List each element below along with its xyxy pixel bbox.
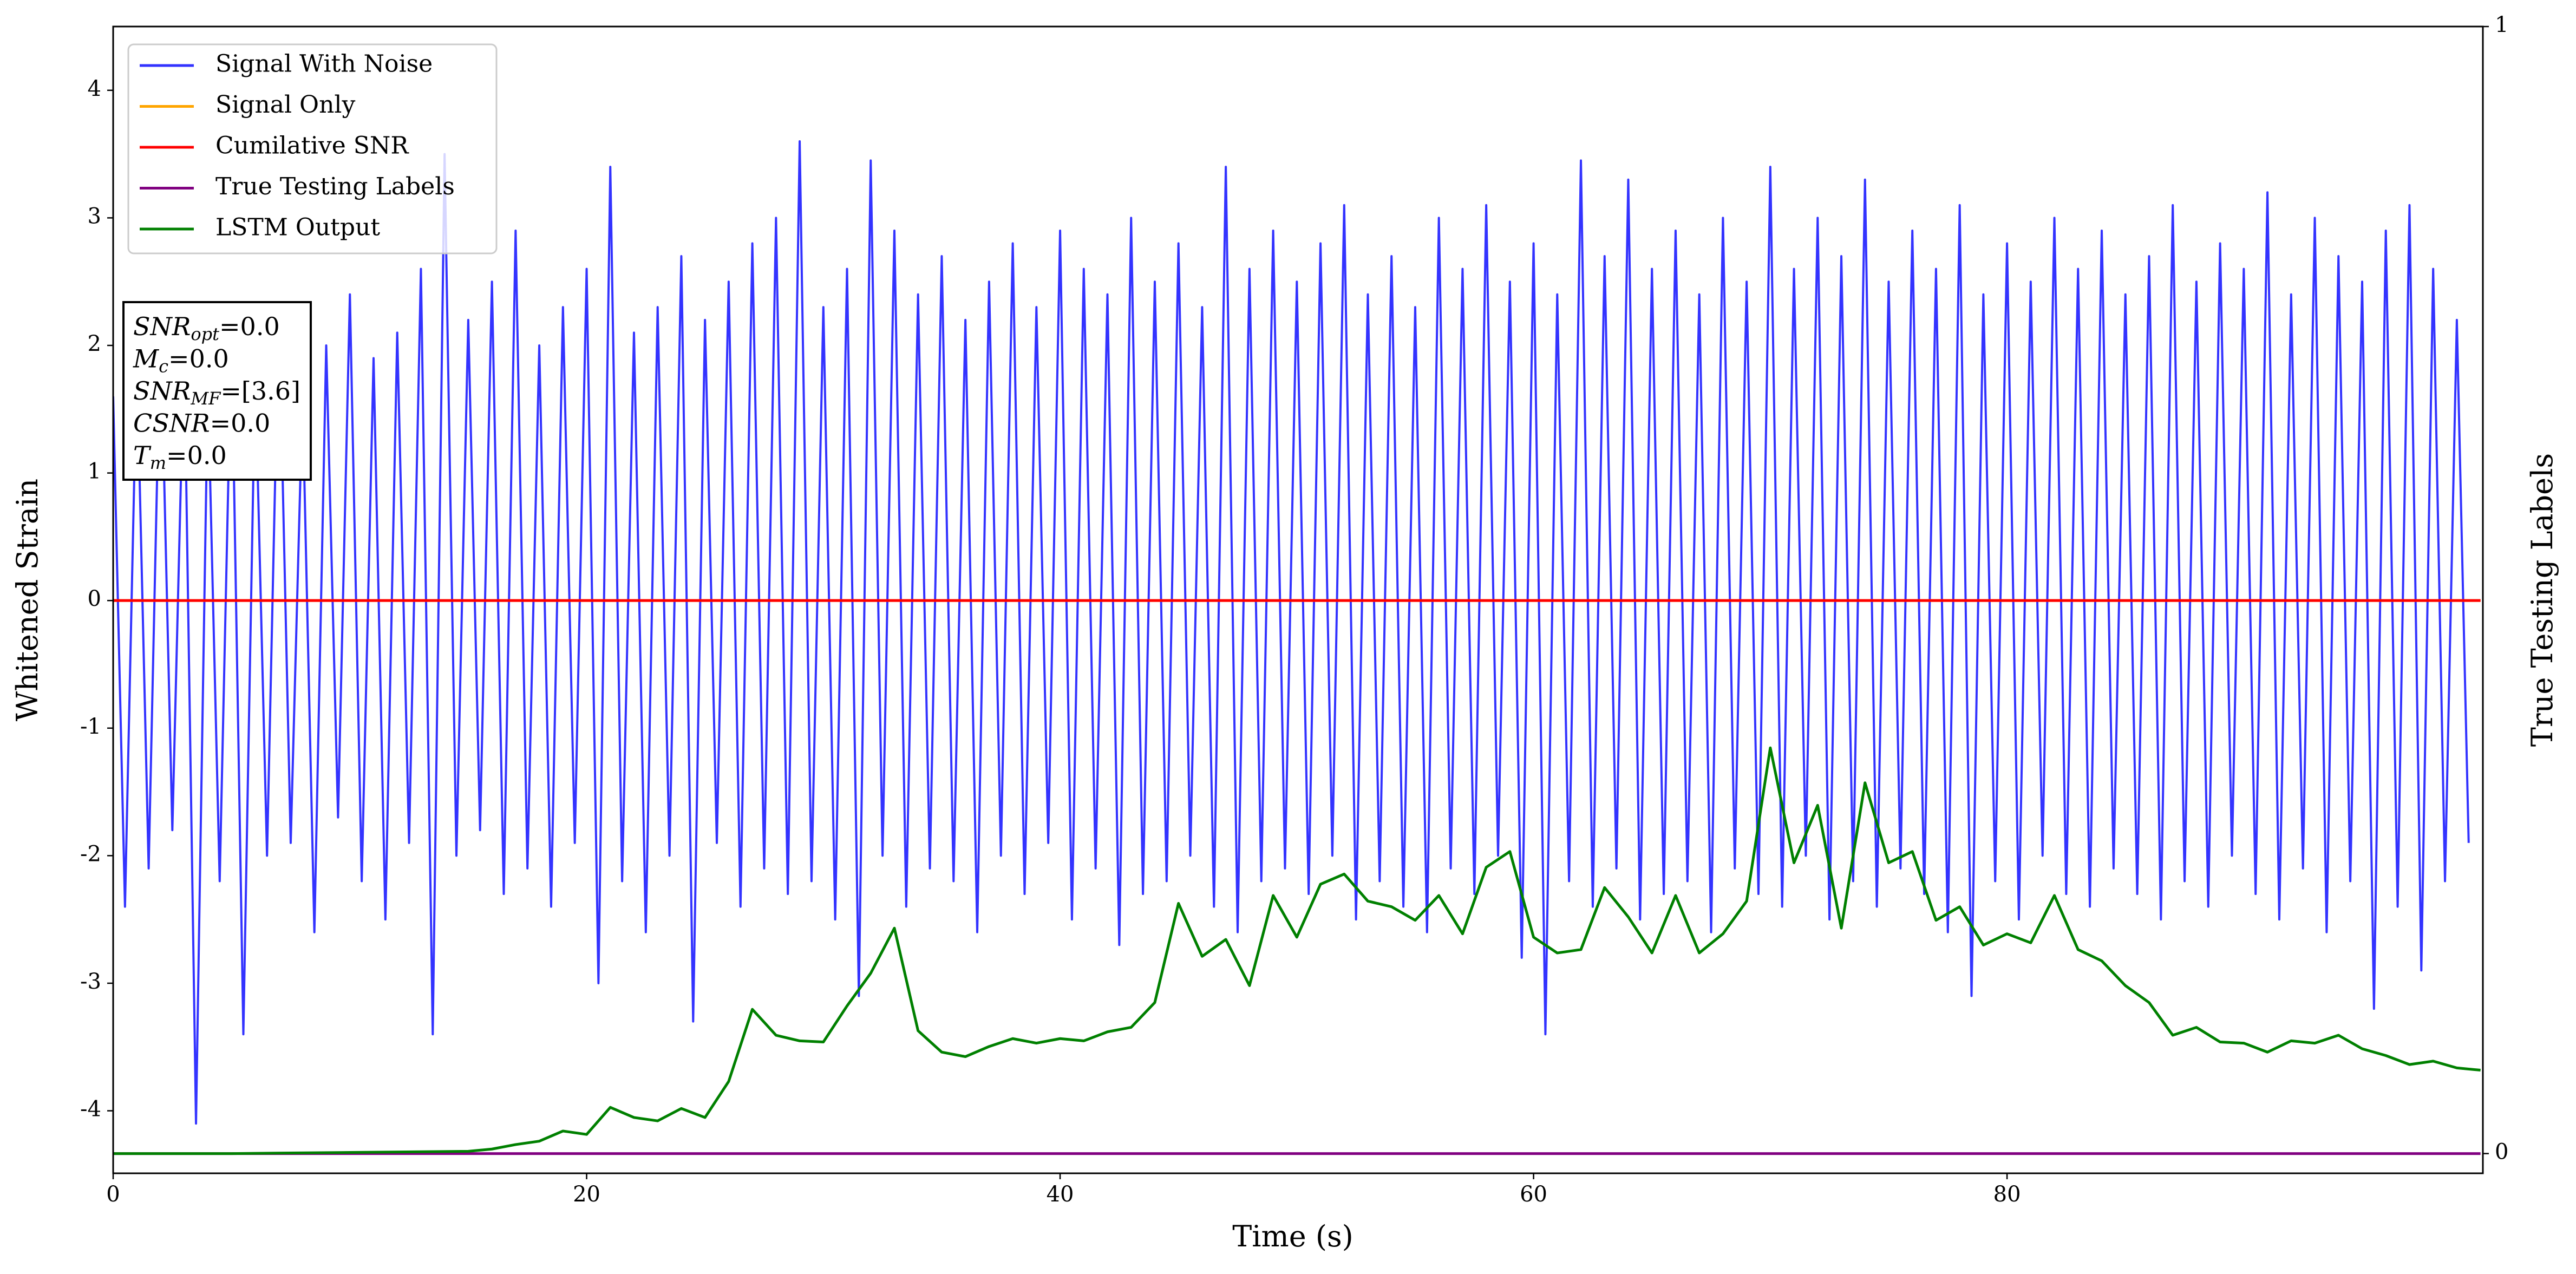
annotation-symbol: M <box>133 344 160 374</box>
annotation-symbol: SNR <box>133 312 191 341</box>
x-tick-label: 60 <box>1520 1182 1547 1207</box>
y2-tick-label: 0 <box>2495 1140 2508 1165</box>
annotation-line: Mc=0.0 <box>133 344 229 377</box>
y-tick-label: -2 <box>80 841 101 866</box>
annotation-value: =0.0 <box>219 312 280 341</box>
annotation-line: SNRMF=[3.6] <box>133 376 300 409</box>
x-axis-label: Time (s) <box>1232 1219 1353 1253</box>
annotation-value: =0.0 <box>210 409 271 438</box>
y-tick-label: 4 <box>88 76 101 101</box>
x-tick-label: 40 <box>1047 1182 1074 1207</box>
annotation: SNRopt=0.0Mc=0.0SNRMF=[3.6]CSNR=0.0Tm=0.… <box>122 301 312 481</box>
y-tick-label: -4 <box>80 1097 101 1122</box>
legend: Signal With Noise Signal Only Cumilative S… <box>127 43 498 254</box>
annotation-symbol: CSNR <box>133 409 210 438</box>
legend-label: Signal Only <box>215 91 355 119</box>
annotation-line: SNRopt=0.0 <box>133 312 280 344</box>
annotation-value: =0.0 <box>166 441 227 470</box>
annotation-value: =[3.6] <box>220 376 300 406</box>
annotation-subscript: opt <box>191 324 219 344</box>
annotation-subscript: m <box>150 453 166 473</box>
x-tick-label: 0 <box>106 1182 120 1207</box>
annotation-symbol: SNR <box>133 376 191 406</box>
y-axis-label: Whitened Strain <box>10 479 44 721</box>
legend-label: Cumilative SNR <box>215 132 409 160</box>
legend-label: True Testing Labels <box>215 173 455 200</box>
legend-label: LSTM Output <box>215 214 380 241</box>
annotation-value: =0.0 <box>168 344 229 374</box>
x-tick-label: 20 <box>573 1182 600 1207</box>
y-tick-label: -1 <box>80 714 101 739</box>
y-tick-label: 1 <box>88 459 101 484</box>
annotation-box <box>122 301 312 481</box>
x-tick-label: 80 <box>1993 1182 2021 1207</box>
legend-label: Signal With Noise <box>215 50 433 78</box>
y2-tick-label: 1 <box>2495 12 2508 37</box>
annotation-line: Tm=0.0 <box>133 441 227 473</box>
y2-axis-label: True Testing Labels <box>2525 453 2559 747</box>
annotation-line: CSNR=0.0 <box>133 409 270 438</box>
annotation-symbol: T <box>133 441 152 470</box>
y-tick-label: 3 <box>88 204 101 228</box>
y-tick-label: -3 <box>80 969 101 994</box>
series-line <box>113 140 2470 1125</box>
y-tick-label: 0 <box>88 586 101 611</box>
annotation-subscript: MF <box>190 388 221 409</box>
series-line <box>113 746 2481 1155</box>
annotation-subscript: c <box>159 356 168 376</box>
legend-box <box>127 43 498 254</box>
y-tick-label: 2 <box>88 331 101 356</box>
